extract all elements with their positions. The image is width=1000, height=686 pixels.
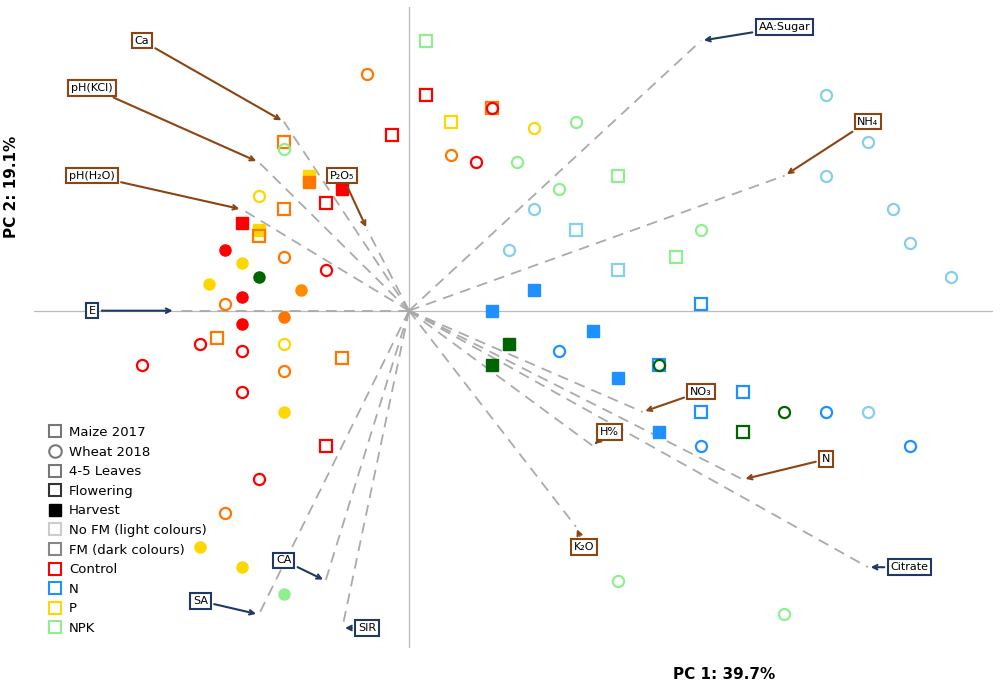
Text: CA: CA [276,556,321,578]
Text: Ca: Ca [135,36,279,119]
Text: PC 1: 39.7%: PC 1: 39.7% [673,667,776,683]
Text: H%: H% [596,427,619,443]
Text: Citrate: Citrate [873,563,929,572]
Text: N: N [748,454,830,480]
Text: P₂O₅: P₂O₅ [330,171,365,225]
Text: SA: SA [193,596,254,615]
Text: SIR: SIR [347,623,376,633]
Text: AA:Sugar: AA:Sugar [706,22,810,41]
Text: pH(H₂O): pH(H₂O) [69,171,237,209]
Text: K₂O: K₂O [574,532,594,552]
Text: NH₄: NH₄ [789,117,879,173]
Legend: Maize 2017, Wheat 2018, 4-5 Leaves, Flowering, Harvest, No FM (light colours), F: Maize 2017, Wheat 2018, 4-5 Leaves, Flow… [40,419,214,641]
Text: NO₃: NO₃ [647,387,712,411]
Text: PC 2: 19.1%: PC 2: 19.1% [4,135,19,237]
Text: pH(KCl): pH(KCl) [71,83,254,161]
Text: E: E [88,306,170,316]
